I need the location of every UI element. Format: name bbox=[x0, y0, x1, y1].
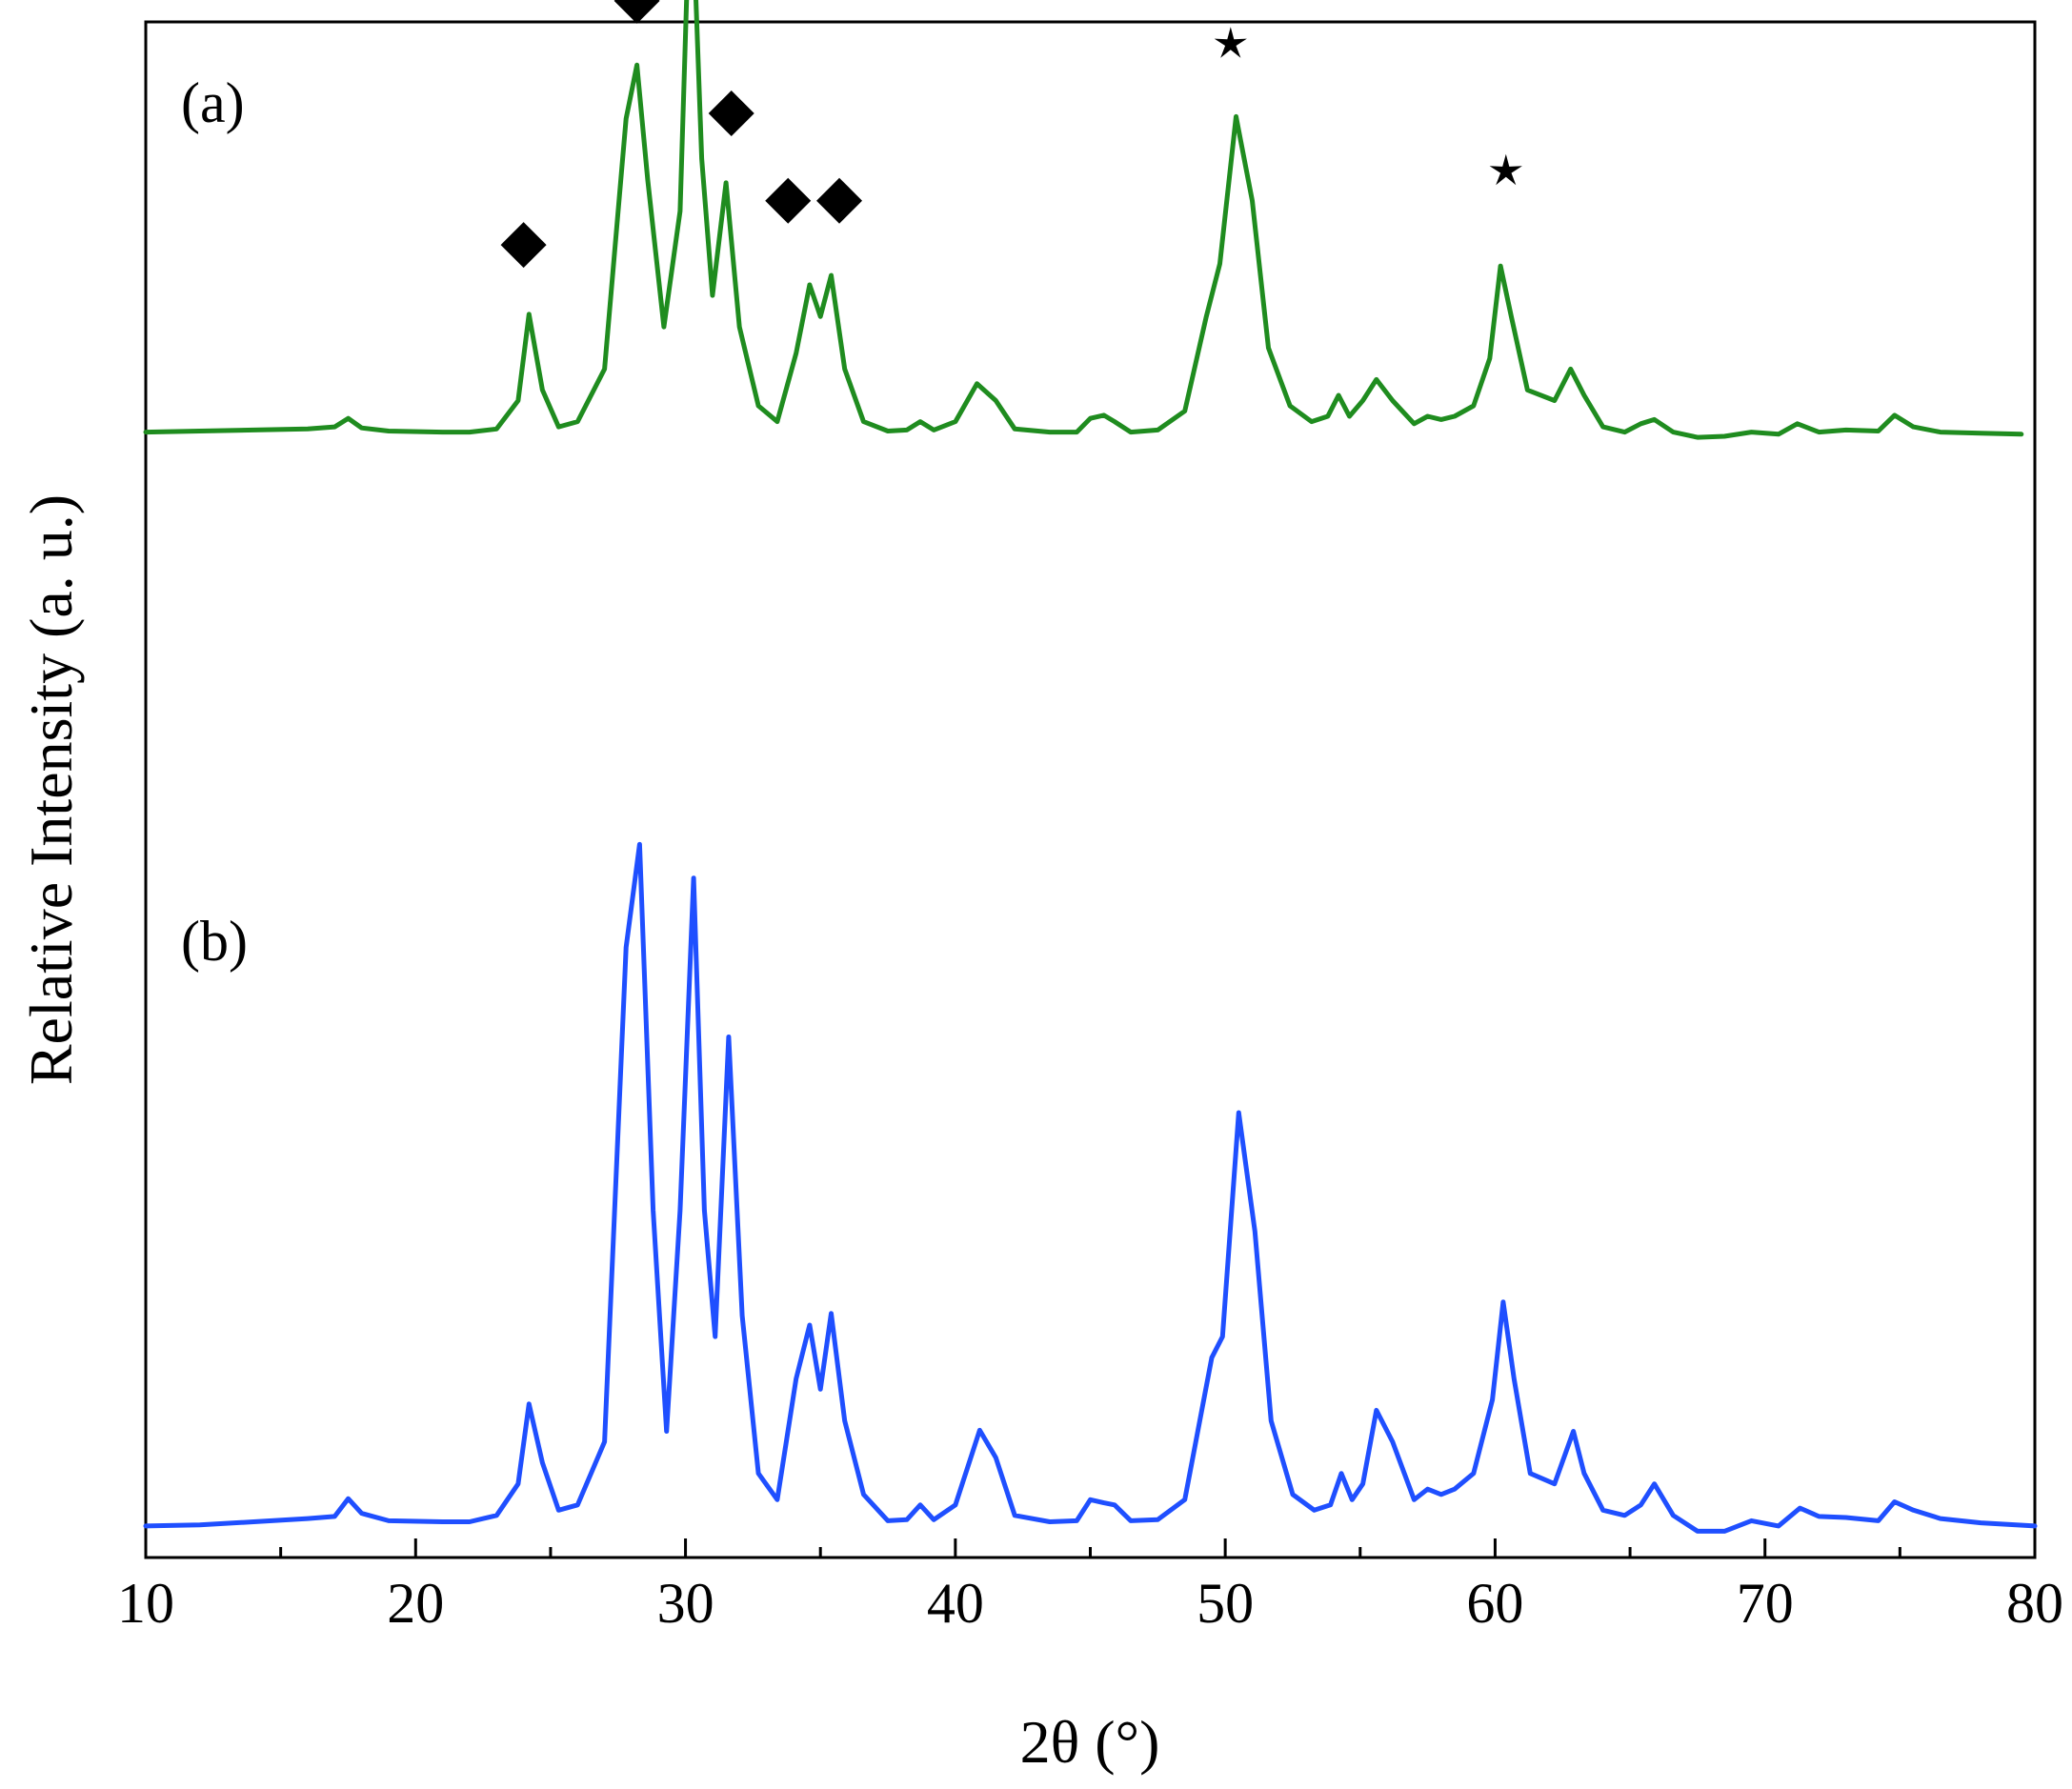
panel-label-a: (a) bbox=[181, 71, 245, 134]
x-tick-label-50: 50 bbox=[1197, 1572, 1254, 1635]
x-tick-label-70: 70 bbox=[1737, 1572, 1794, 1635]
diamond-marker-2 bbox=[708, 90, 754, 137]
series-layer bbox=[143, 0, 2038, 1534]
x-tick-label-40: 40 bbox=[927, 1572, 984, 1635]
series-line-b bbox=[143, 841, 2038, 1534]
series-line-a bbox=[143, 0, 2024, 440]
x-tick-label-10: 10 bbox=[117, 1572, 174, 1635]
x-tick-label-30: 30 bbox=[657, 1572, 714, 1635]
x-tick-label-60: 60 bbox=[1466, 1572, 1523, 1635]
x-tick-label-80: 80 bbox=[2006, 1572, 2063, 1635]
star-marker-7 bbox=[1489, 153, 1522, 186]
diamond-marker-4 bbox=[816, 177, 863, 224]
diamond-marker-1 bbox=[614, 0, 660, 24]
diamond-marker-3 bbox=[765, 177, 812, 224]
peak-markers bbox=[500, 0, 1522, 269]
y-axis-title: Relative Intensity (a. u.) bbox=[17, 494, 85, 1085]
star-marker-6 bbox=[1214, 27, 1247, 58]
panel-label-b: (b) bbox=[181, 910, 248, 973]
plot-frame bbox=[144, 20, 2037, 1559]
x-tick-label-20: 20 bbox=[387, 1572, 444, 1635]
x-axis-ticks: 10 20 30 40 50 60 70 80 bbox=[117, 1538, 2063, 1635]
x-axis-title: 2θ (°) bbox=[1020, 1708, 1160, 1776]
diamond-marker-0 bbox=[500, 222, 547, 269]
